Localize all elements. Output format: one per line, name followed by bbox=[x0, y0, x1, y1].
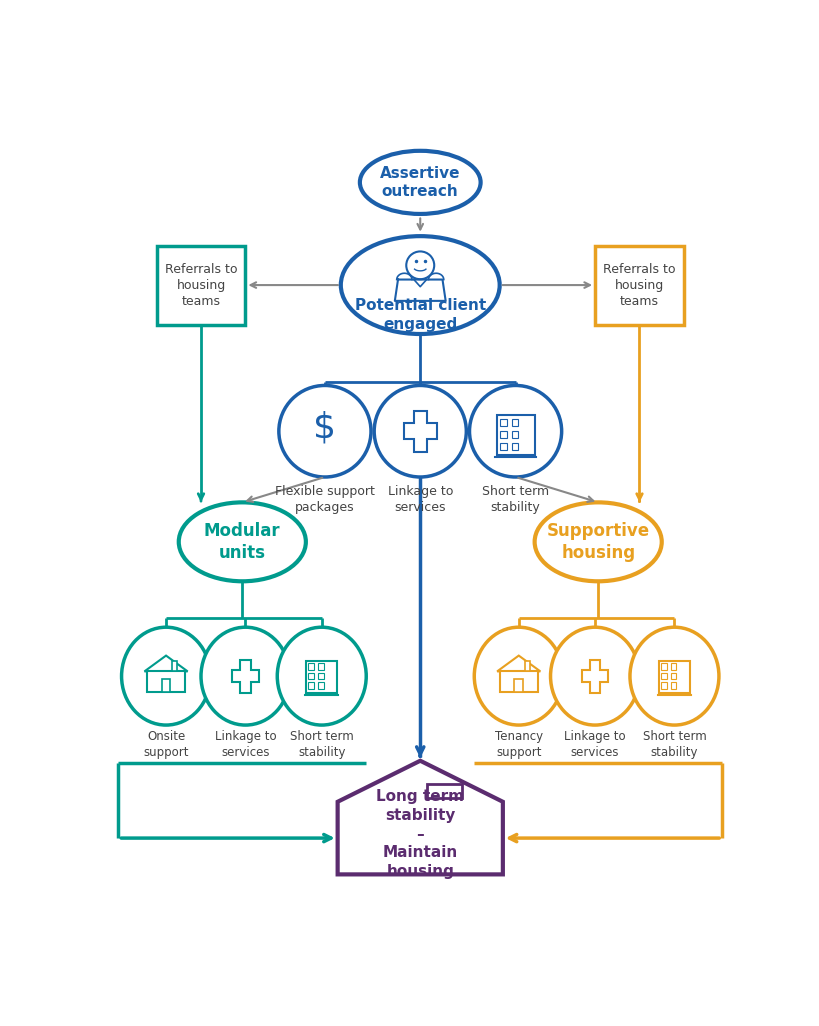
FancyBboxPatch shape bbox=[595, 245, 683, 324]
FancyBboxPatch shape bbox=[660, 682, 666, 688]
Ellipse shape bbox=[469, 386, 561, 477]
Text: Referrals to
housing
teams: Referrals to housing teams bbox=[165, 263, 237, 308]
Ellipse shape bbox=[629, 627, 718, 725]
FancyBboxPatch shape bbox=[499, 671, 537, 692]
Ellipse shape bbox=[373, 386, 466, 477]
Text: Onsite
support: Onsite support bbox=[143, 731, 188, 759]
Polygon shape bbox=[496, 656, 540, 671]
FancyBboxPatch shape bbox=[658, 661, 689, 693]
Polygon shape bbox=[581, 660, 608, 693]
Ellipse shape bbox=[360, 151, 480, 214]
FancyBboxPatch shape bbox=[318, 664, 324, 670]
Polygon shape bbox=[232, 660, 259, 693]
FancyBboxPatch shape bbox=[500, 431, 506, 438]
FancyBboxPatch shape bbox=[500, 443, 506, 450]
FancyBboxPatch shape bbox=[308, 673, 314, 679]
FancyBboxPatch shape bbox=[500, 420, 506, 427]
FancyBboxPatch shape bbox=[660, 673, 666, 679]
FancyBboxPatch shape bbox=[161, 678, 170, 692]
Polygon shape bbox=[403, 410, 437, 451]
Polygon shape bbox=[337, 760, 502, 874]
Text: Short term
stability: Short term stability bbox=[290, 731, 353, 759]
FancyBboxPatch shape bbox=[511, 431, 518, 438]
Text: $: $ bbox=[313, 410, 336, 444]
Text: Short term
stability: Short term stability bbox=[642, 731, 705, 759]
Text: Linkage to
services: Linkage to services bbox=[563, 731, 625, 759]
Text: Potential client
engaged: Potential client engaged bbox=[354, 299, 486, 331]
Ellipse shape bbox=[473, 627, 563, 725]
FancyBboxPatch shape bbox=[514, 678, 523, 692]
FancyBboxPatch shape bbox=[670, 682, 676, 688]
Text: Short term
stability: Short term stability bbox=[482, 484, 549, 514]
FancyBboxPatch shape bbox=[147, 671, 185, 692]
Ellipse shape bbox=[201, 627, 290, 725]
Ellipse shape bbox=[405, 251, 434, 279]
FancyBboxPatch shape bbox=[670, 664, 676, 670]
Text: Tenancy
support: Tenancy support bbox=[494, 731, 542, 759]
FancyBboxPatch shape bbox=[660, 664, 666, 670]
FancyBboxPatch shape bbox=[511, 443, 518, 450]
FancyBboxPatch shape bbox=[308, 664, 314, 670]
Text: Linkage to
services: Linkage to services bbox=[387, 484, 452, 514]
FancyBboxPatch shape bbox=[156, 245, 245, 324]
Ellipse shape bbox=[277, 627, 366, 725]
Text: Assertive
outreach: Assertive outreach bbox=[379, 165, 460, 199]
Ellipse shape bbox=[534, 503, 661, 582]
FancyBboxPatch shape bbox=[306, 661, 337, 693]
Text: Modular
units: Modular units bbox=[204, 522, 280, 562]
FancyBboxPatch shape bbox=[670, 673, 676, 679]
FancyBboxPatch shape bbox=[172, 661, 177, 671]
FancyBboxPatch shape bbox=[496, 416, 534, 455]
Ellipse shape bbox=[179, 503, 305, 582]
Text: Referrals to
housing
teams: Referrals to housing teams bbox=[603, 263, 675, 308]
Ellipse shape bbox=[121, 627, 210, 725]
Polygon shape bbox=[426, 784, 461, 798]
FancyBboxPatch shape bbox=[524, 661, 530, 671]
Text: Supportive
housing: Supportive housing bbox=[546, 522, 649, 562]
Text: Linkage to
services: Linkage to services bbox=[215, 731, 276, 759]
FancyBboxPatch shape bbox=[511, 420, 518, 427]
Text: Flexible support
packages: Flexible support packages bbox=[274, 484, 374, 514]
FancyBboxPatch shape bbox=[318, 673, 324, 679]
Ellipse shape bbox=[278, 386, 370, 477]
Ellipse shape bbox=[341, 236, 499, 334]
FancyBboxPatch shape bbox=[318, 682, 324, 688]
Polygon shape bbox=[144, 656, 188, 671]
Text: Long term
stability
–
Maintain
housing: Long term stability – Maintain housing bbox=[376, 789, 464, 879]
FancyBboxPatch shape bbox=[308, 682, 314, 688]
Ellipse shape bbox=[550, 627, 639, 725]
